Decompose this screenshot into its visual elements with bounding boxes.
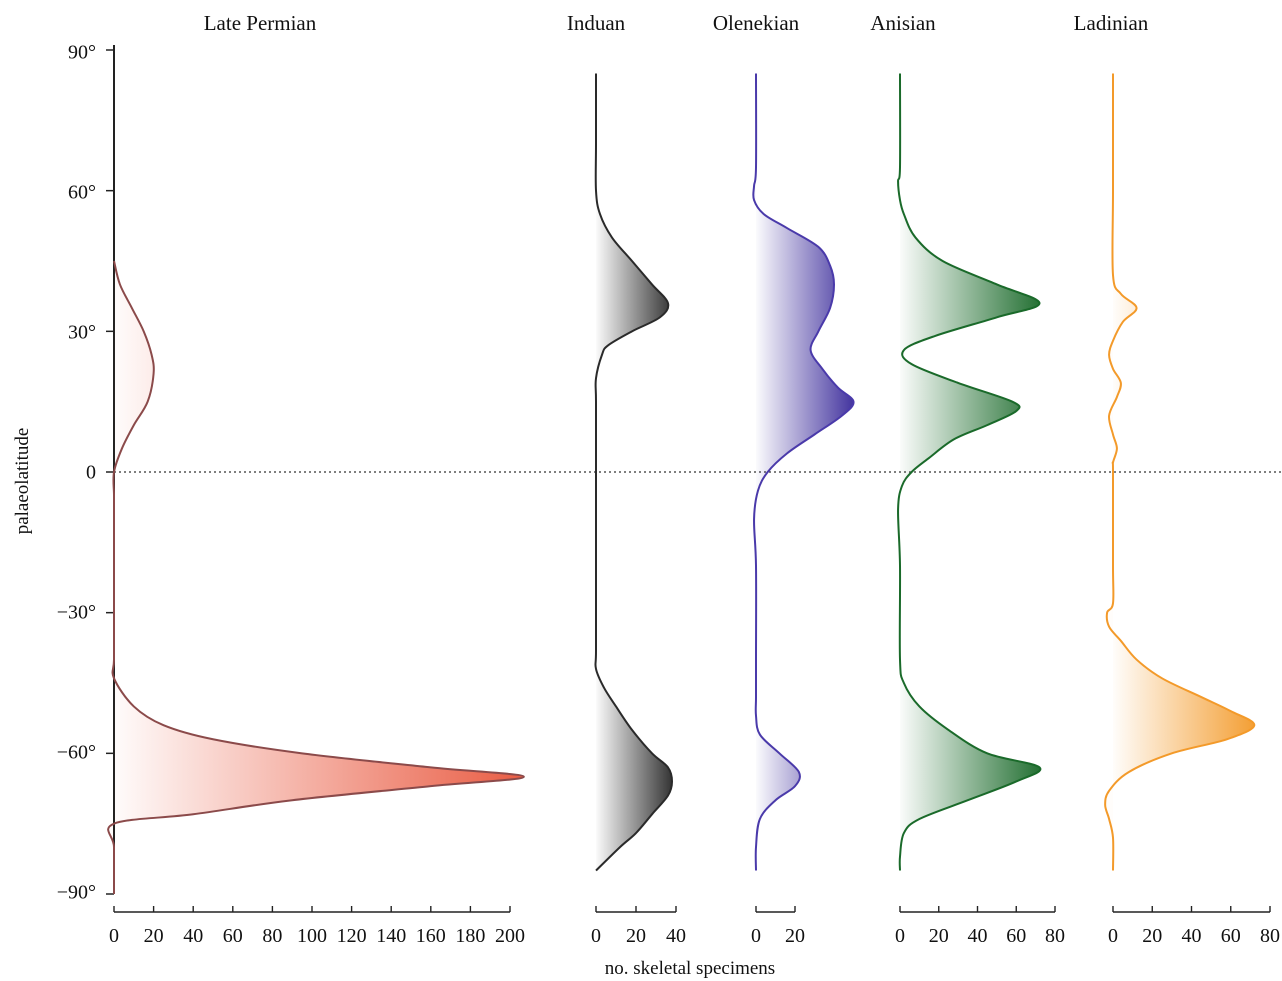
area-fill-anisian	[898, 73, 1041, 871]
x-tick-label: 0	[1108, 925, 1118, 947]
series-line-ladinian	[1104, 73, 1256, 871]
x-tick-label: 0	[895, 925, 905, 947]
x-tick-label: 180	[455, 925, 485, 947]
x-tick-label: 40	[1182, 925, 1202, 947]
x-tick-label: 20	[1142, 925, 1162, 947]
area-fill-ladinian	[1105, 73, 1255, 871]
panel-title-olenekian: Olenekian	[713, 11, 800, 35]
x-tick-label: 0	[751, 925, 761, 947]
x-tick-label: 120	[337, 925, 367, 947]
series-line-olenekian	[752, 73, 855, 871]
y-tick-label: −30°	[57, 602, 96, 624]
x-tick-label: 0	[109, 925, 119, 947]
panel-title-ladinian: Ladinian	[1074, 11, 1149, 35]
series-line-late-permian	[107, 260, 525, 894]
series-line-induan	[594, 73, 674, 872]
x-tick-label: 0	[591, 925, 601, 947]
y-tick-label: −90°	[57, 882, 96, 904]
x-tick-label: 140	[376, 925, 406, 947]
series-line-anisian	[897, 73, 1042, 871]
x-tick-label: 40	[183, 925, 203, 947]
x-tick-label: 160	[416, 925, 446, 947]
area-fill-olenekian	[753, 73, 854, 871]
x-tick-label: 100	[297, 925, 327, 947]
x-tick-label: 40	[968, 925, 988, 947]
panel-title-late-permian: Late Permian	[204, 11, 317, 35]
y-tick-label: 0	[86, 462, 96, 484]
x-tick-label: 60	[223, 925, 243, 947]
x-tick-label: 20	[144, 925, 164, 947]
x-tick-label: 60	[1221, 925, 1241, 947]
x-tick-label: 20	[785, 925, 805, 947]
panel-title-induan: Induan	[567, 11, 626, 35]
y-axis-title: palaeolatitude	[12, 428, 33, 535]
x-tick-label: 80	[1045, 925, 1065, 947]
x-tick-label: 60	[1006, 925, 1026, 947]
x-tick-label: 40	[666, 925, 686, 947]
x-tick-label: 20	[626, 925, 646, 947]
x-axes: 0 20 40 60 80 100 120 140 160 180 200 0 20 40 0 20 0 20 40…	[109, 906, 1280, 947]
y-tick-label: 30°	[68, 322, 96, 344]
area-fill-late-permian	[108, 261, 524, 894]
y-tick-label: −60°	[57, 742, 96, 764]
y-tick-label: 90°	[68, 42, 96, 64]
x-tick-label: 80	[1260, 925, 1280, 947]
x-tick-label: 80	[262, 925, 282, 947]
plot-area	[106, 45, 1282, 895]
area-fill-induan	[595, 73, 672, 871]
y-tick-label: 60°	[68, 182, 96, 204]
panel-title-anisian: Anisian	[870, 11, 936, 35]
x-tick-label: 200	[495, 925, 525, 947]
x-axis-title: no. skeletal specimens	[605, 958, 775, 979]
x-tick-label: 20	[929, 925, 949, 947]
